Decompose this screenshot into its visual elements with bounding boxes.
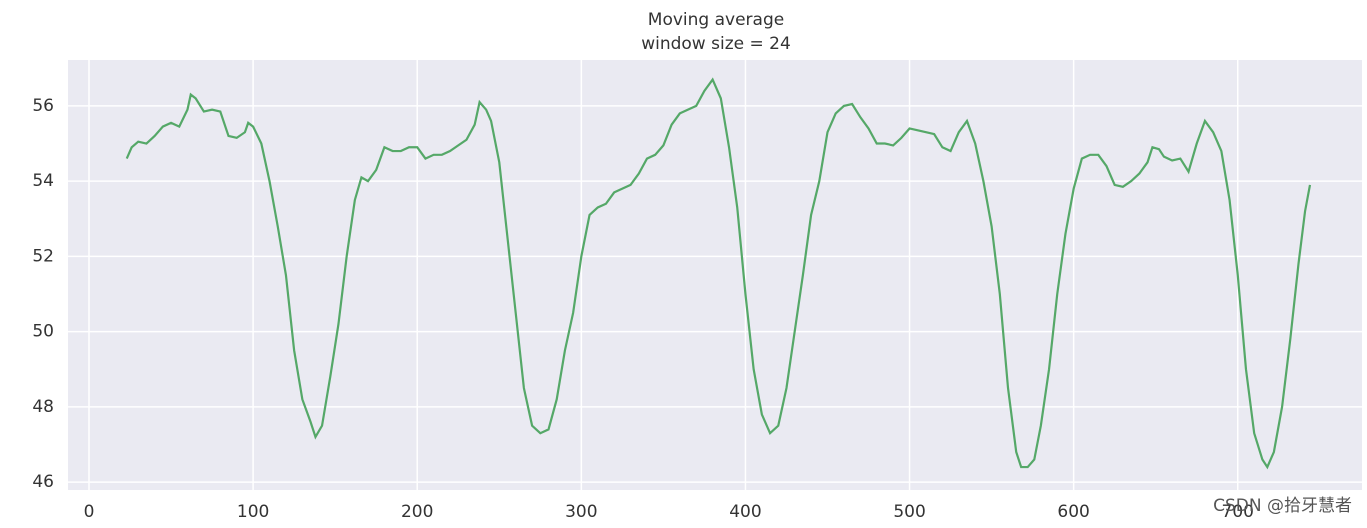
x-tick-label: 100 — [237, 502, 269, 522]
x-tick-label: 400 — [729, 502, 761, 522]
x-tick-label: 0 — [84, 502, 95, 522]
y-tick-label: 48 — [32, 397, 54, 417]
chart-title: Moving average — [648, 10, 784, 30]
line — [125, 77, 1312, 470]
y-tick-label: 56 — [32, 96, 54, 116]
x-tick-label: 300 — [565, 502, 597, 522]
y-tick-label: 54 — [32, 171, 54, 191]
x-tick-label: 500 — [893, 502, 925, 522]
y-tick-label: 50 — [32, 322, 54, 342]
watermark: CSDN @拾牙慧者 — [1213, 496, 1352, 516]
plot-area — [68, 60, 1362, 490]
y-tick-label: 52 — [32, 246, 54, 266]
x-tick-label: 700 — [1222, 502, 1254, 522]
y-tick-label: 46 — [32, 472, 54, 492]
x-tick-label: 600 — [1057, 502, 1089, 522]
chart-subtitle: window size = 24 — [641, 34, 791, 54]
x-tick-label: 200 — [401, 502, 433, 522]
